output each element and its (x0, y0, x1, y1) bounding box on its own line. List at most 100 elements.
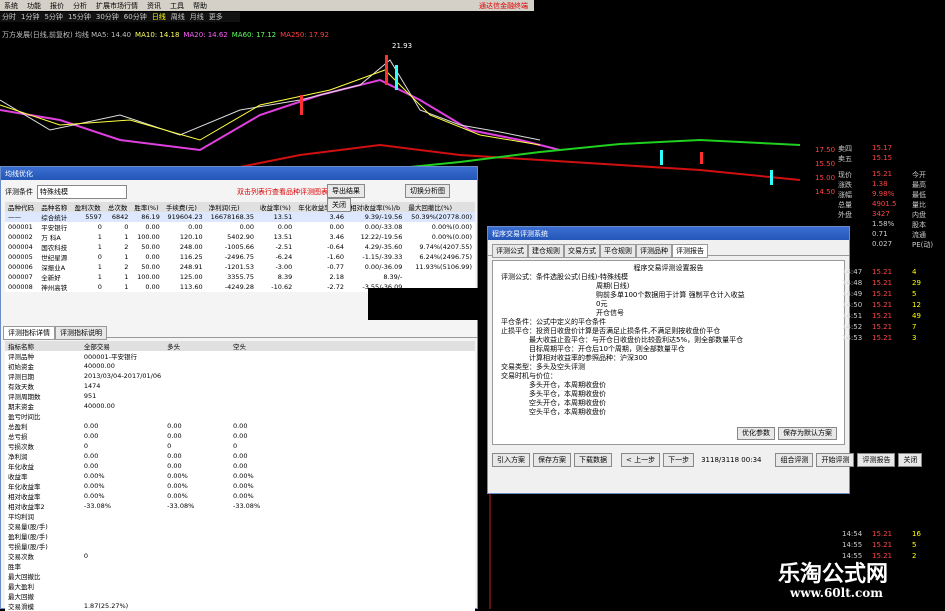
tab[interactable]: 平仓规则 (600, 244, 636, 258)
cell: 0.00 (145, 253, 160, 261)
period-button[interactable]: 5分钟 (44, 13, 63, 21)
quote-row: 总量 4901.5 量比 (812, 200, 945, 210)
button[interactable]: 导出结果 (327, 184, 365, 198)
cell: 000007 (8, 273, 33, 281)
menu-item[interactable]: 分析 (73, 2, 87, 10)
cell: 0 (97, 253, 102, 261)
ma-label: MA10: 14.18 (135, 31, 180, 39)
cell: 0.00% (167, 482, 188, 490)
tab[interactable]: 评测品种 (636, 244, 672, 258)
tick-row: 14:54 15.21 16 (842, 530, 945, 541)
tab[interactable]: 交易方式 (564, 244, 600, 258)
column-header: 指标名称 (8, 343, 34, 351)
tick-price: 15.21 (872, 268, 893, 276)
cell: -33.08% (232, 502, 261, 510)
tab[interactable]: 评测报告 (672, 244, 708, 258)
period-button[interactable]: 30分钟 (95, 13, 119, 21)
period-button[interactable]: 15分钟 (67, 13, 91, 21)
cell: 0.00 (83, 422, 99, 430)
button[interactable]: 关闭 (898, 453, 923, 467)
cell: 1.87(25.27%) (83, 602, 129, 610)
detail-row: 最大回撤 (5, 591, 475, 601)
result-row[interactable]: 000005 世纪星源 0 1 0.00 116.25 -2496.75 -6.24 -1.60… (5, 252, 475, 262)
button[interactable]: 开始评测 (816, 453, 855, 467)
period-button[interactable]: 更多 (208, 13, 223, 21)
menu-item[interactable]: 工具 (170, 2, 184, 10)
cell: 0.00/-33.08 (364, 223, 403, 231)
detail-row: 最大回撤比 (5, 571, 475, 581)
result-row[interactable]: 000001 平安银行 0 0 0.00 0.00 0.00 0.00 0.00 0.00/-33… (5, 222, 475, 232)
cell: -2.51 (275, 243, 293, 251)
period-button[interactable]: 月线 (189, 13, 204, 21)
column-header: 最大回撤比(%) (408, 204, 453, 212)
menu-item[interactable]: 功能 (27, 2, 41, 10)
tab[interactable]: 评测指标详情 (3, 326, 55, 340)
button[interactable]: 下载数据 (574, 453, 612, 467)
result-row[interactable]: —— 综合统计 5597 6842 86.19 919604.23 16678168.35 1… (5, 212, 475, 222)
quote-panel: 卖四 15.17 卖五 15.15 现价 15.21 今开 涨跌 1.38 最高 涨幅 9.98% 最低… (812, 144, 945, 250)
quote-label: 量比 (912, 201, 926, 209)
button[interactable]: 下一步 (663, 453, 695, 467)
result-row[interactable]: 000004 国农科技 1 2 50.00 248.00 -1005.66 -2.51 -0.6… (5, 242, 475, 252)
button[interactable]: 引入方案 (492, 453, 530, 467)
menu-bar: 系统 功能 报价 分析 扩展市场行情 资讯 工具 帮助 通达信金融终端 (0, 0, 534, 11)
menu-item[interactable]: 帮助 (193, 2, 207, 10)
quote-row: 0.027 PE(动) (812, 240, 945, 250)
detail-row: 净利润 0.00 0.00 0.00 (5, 451, 475, 461)
button[interactable]: 切换分析图 (405, 184, 450, 198)
detail-row: 年化收益率 0.00% 0.00% 0.00% (5, 481, 475, 491)
result-row[interactable]: 000002 万 科A 1 1 100.00 120.10 5402.90 13.51 3.46… (5, 232, 475, 242)
cell (230, 581, 475, 591)
tick-price: 15.21 (872, 323, 893, 331)
menu-item[interactable]: 报价 (50, 2, 64, 10)
quote-value: 9.98% (872, 190, 895, 198)
menu-item[interactable]: 系统 (4, 2, 18, 10)
cell: 0.00 (329, 223, 345, 231)
result-row[interactable]: 000008 神州高铁 0 1 0.00 113.60 -4249.28 -10.62 -2.7… (5, 282, 475, 292)
menu-item[interactable]: 资讯 (147, 2, 161, 10)
tick-volume: 7 (912, 323, 917, 331)
cell: 收益率 (8, 473, 28, 481)
cond-select[interactable]: 特殊线模 (37, 185, 127, 199)
result-row[interactable]: 000007 全新好 1 1 100.00 125.00 3355.75 8.39 2.18 8.… (5, 272, 475, 282)
tab[interactable]: 评测指标说明 (55, 326, 107, 340)
cell: 1 (124, 283, 129, 291)
button[interactable]: < 上一步 (621, 453, 661, 467)
watermark-url: www.60lt.com (790, 586, 883, 600)
cell: 0.00 (167, 422, 182, 430)
cell: 13.51 (273, 213, 293, 221)
cell: -3.00 (275, 263, 293, 271)
cell: 盈利量(股/手) (8, 533, 48, 541)
button[interactable]: 保存为默认方案 (778, 427, 837, 440)
cell: 0 (232, 442, 238, 450)
report-line: 程序交易评测设置报告 (633, 264, 704, 272)
tab[interactable]: 评测公式 (492, 244, 528, 258)
report-line: 周期(日线) (596, 282, 630, 290)
quote-row: 0.71 流通 (812, 230, 945, 240)
period-button[interactable]: 1分钟 (21, 13, 40, 21)
button[interactable]: 评测报告 (857, 453, 896, 467)
cell: 胜率 (8, 563, 21, 571)
cell: 100.00 (137, 273, 160, 281)
ma-label: MA60: 17.12 (231, 31, 277, 39)
cell: 0.00% (83, 492, 105, 500)
cell: 平均利润 (8, 513, 34, 521)
report-line: 空头开仓，本周期收盘价 (529, 399, 606, 407)
button[interactable]: 保存方案 (533, 453, 571, 467)
button[interactable]: 优化参数 (737, 427, 775, 440)
axis-price: 15.50 (815, 160, 836, 168)
report-line: 评测公式：条件选股公式(日线)-特殊线模 (501, 273, 628, 281)
tab[interactable]: 建仓规则 (528, 244, 564, 258)
tick-row: 14:53 15.21 3 (842, 334, 945, 345)
tick-price: 15.21 (872, 290, 893, 298)
period-button[interactable]: 周线 (170, 13, 185, 21)
button[interactable]: 组合评测 (775, 453, 814, 467)
result-row[interactable]: 000006 深振业A 1 2 50.00 248.91 -1201.53 -3.00 -0.7… (5, 262, 475, 272)
cell: 0 (124, 223, 129, 231)
menu-item[interactable]: 扩展市场行情 (96, 2, 138, 10)
period-button[interactable]: 日线 (151, 13, 166, 21)
tick-time: 14:55 (842, 552, 863, 560)
period-button[interactable]: 分时 (2, 13, 16, 21)
button[interactable]: 关闭 (327, 198, 351, 212)
period-button[interactable]: 60分钟 (123, 13, 147, 21)
